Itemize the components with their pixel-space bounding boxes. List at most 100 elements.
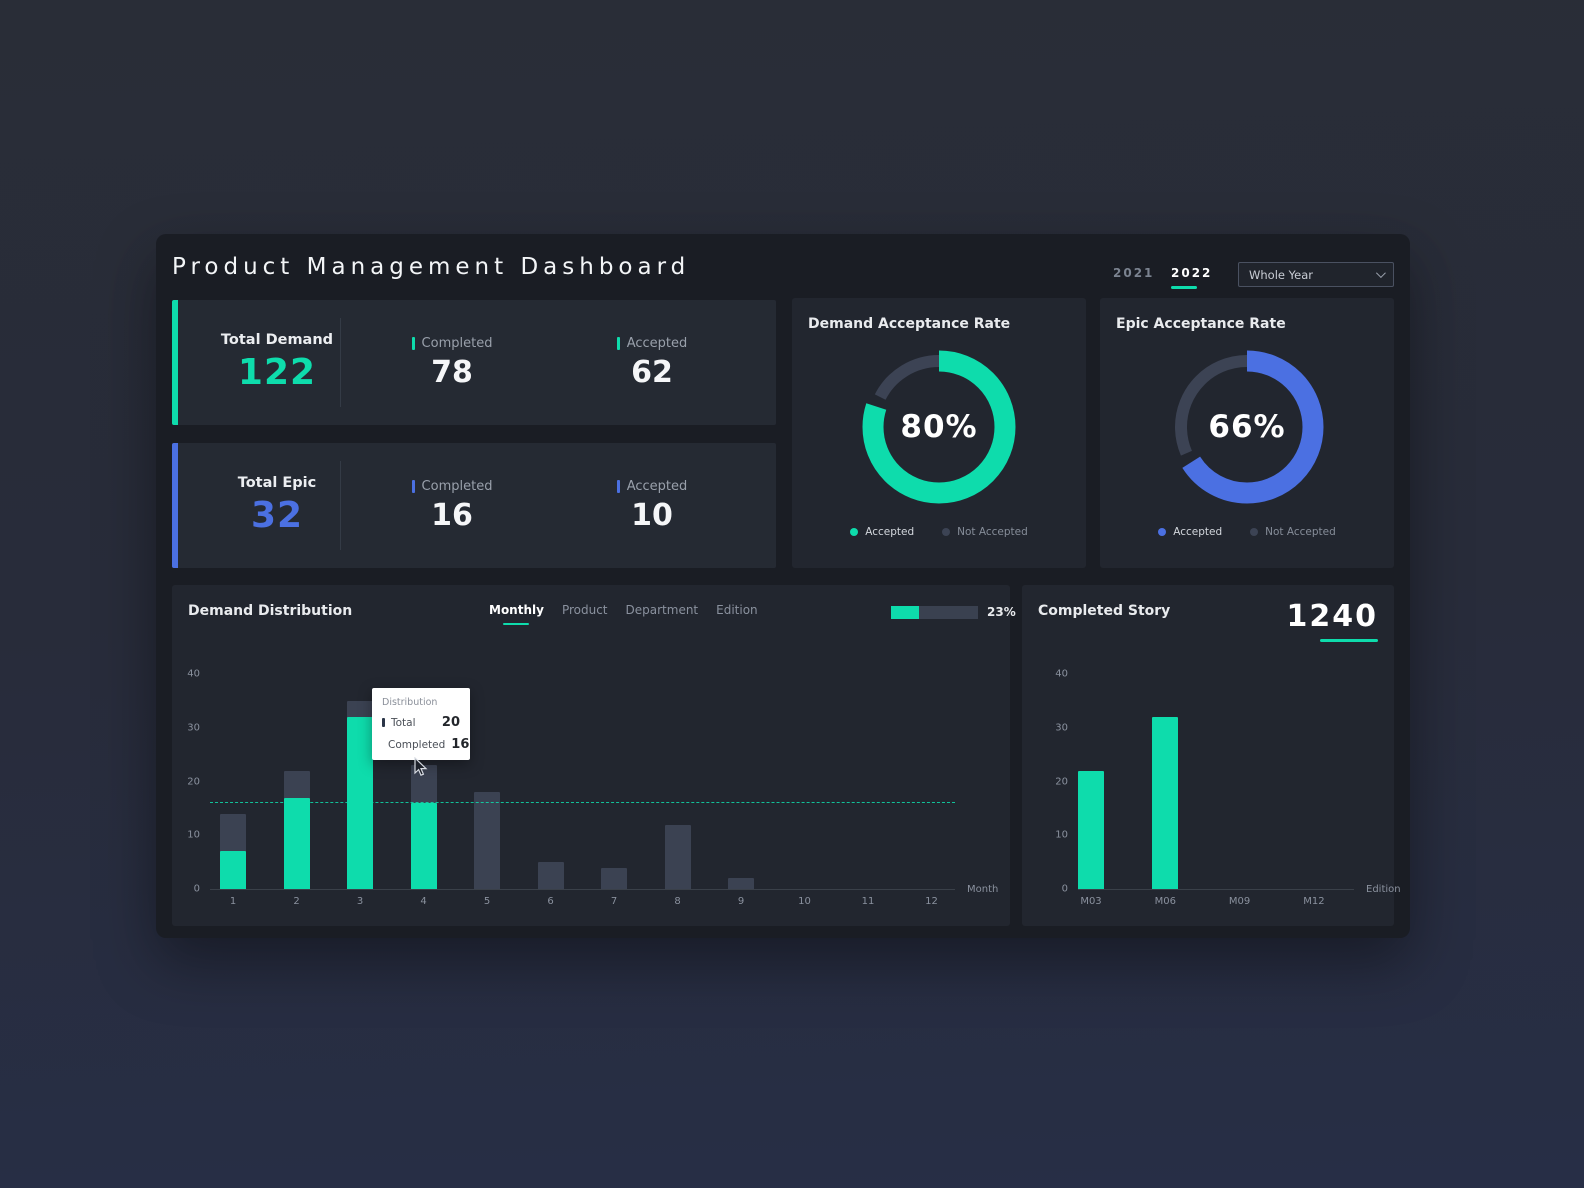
- x-tick-label: 3: [356, 896, 364, 907]
- legend-label: Not Accepted: [957, 526, 1028, 538]
- x-tick-label: 2: [293, 896, 300, 907]
- total-demand-summary: Total Demand 122: [202, 300, 352, 425]
- chart-tooltip: Distribution Total 20 Completed 16: [372, 688, 470, 760]
- y-tick-label: 0: [193, 883, 200, 895]
- page-title: Product Management Dashboard: [172, 254, 691, 280]
- metric-tick: [411, 336, 415, 350]
- mouse-cursor-icon: [414, 757, 428, 776]
- y-tick-label: 20: [187, 776, 200, 787]
- tab-edition[interactable]: Edition: [716, 603, 758, 617]
- legend-label: Accepted: [1173, 526, 1223, 538]
- total-epic-summary: Total Epic 32: [202, 443, 352, 568]
- progress-bar-fill: [891, 606, 919, 619]
- metric-completed: Completed 16: [357, 443, 547, 568]
- x-tick-label: 8: [674, 896, 681, 907]
- legend-dot: [850, 528, 859, 536]
- metric-label: Accepted: [626, 335, 688, 351]
- x-tick-label: 4: [420, 896, 427, 907]
- y-tick-label: 40: [187, 668, 200, 680]
- tooltip-value: 16: [451, 737, 470, 752]
- x-tick-label: 1: [229, 896, 237, 907]
- card-accent-bar: [172, 443, 178, 568]
- bar-2[interactable]: [283, 797, 310, 889]
- tooltip-row-completed: Completed 16: [382, 737, 469, 752]
- total-epic-value: 32: [250, 495, 304, 536]
- metric-label: Accepted: [626, 478, 688, 494]
- epic-acceptance-donut: [1170, 350, 1324, 504]
- tooltip-row-total: Total 20: [382, 715, 460, 730]
- legend: Accepted Not Accepted: [1100, 526, 1394, 538]
- y-tick-label: 20: [1055, 776, 1068, 787]
- bar-7[interactable]: [601, 867, 627, 889]
- panel-title: Completed Story: [1038, 603, 1171, 619]
- x-tick-label: M03: [1080, 896, 1102, 907]
- x-tick-label: 10: [798, 896, 811, 907]
- metric-accepted: Accepted 62: [557, 300, 747, 425]
- card-title: Total Demand: [220, 332, 334, 348]
- tooltip-title: Distribution: [382, 697, 438, 708]
- tab-monthly[interactable]: Monthly: [489, 603, 544, 625]
- donut-percent-label: 80%: [900, 409, 978, 445]
- legend-item-not-accepted[interactable]: Not Accepted: [1250, 526, 1336, 538]
- y-tick-label: 30: [187, 722, 200, 734]
- x-tick-label: 9: [737, 896, 745, 907]
- legend-item-accepted[interactable]: Accepted: [850, 526, 914, 538]
- panel-title: Epic Acceptance Rate: [1116, 316, 1286, 332]
- x-axis-title: Edition: [1366, 884, 1401, 895]
- completed-story-underline: [1320, 639, 1378, 642]
- legend-dot: [1158, 528, 1167, 536]
- card-accent-bar: [172, 300, 178, 425]
- bar-M06[interactable]: [1152, 717, 1179, 889]
- metric-value: 10: [631, 497, 673, 533]
- demand-acceptance-donut: [862, 350, 1016, 504]
- dashboard-container: Product Management Dashboard 2021 2022 W…: [156, 234, 1410, 938]
- legend-item-not-accepted[interactable]: Not Accepted: [942, 526, 1028, 538]
- bar-1[interactable]: [220, 851, 246, 889]
- x-tick-label: 7: [610, 896, 618, 907]
- tooltip-value: 20: [441, 715, 460, 730]
- x-tick-label: 12: [925, 896, 938, 907]
- tab-product[interactable]: Product: [561, 603, 608, 617]
- distribution-tabs: Monthly Product Department Edition: [489, 603, 758, 625]
- bar-9[interactable]: [728, 878, 754, 889]
- metric-accepted: Accepted 10: [557, 443, 747, 568]
- bar-3[interactable]: [347, 717, 373, 889]
- tooltip-marker: [382, 718, 385, 727]
- x-tick-label: 11: [861, 896, 875, 907]
- period-dropdown[interactable]: Whole Year: [1238, 262, 1394, 287]
- total-demand-value: 122: [237, 352, 317, 393]
- divider: [340, 318, 341, 407]
- y-tick-label: 10: [187, 829, 200, 841]
- average-line: [210, 802, 955, 803]
- bar-6[interactable]: [537, 862, 564, 889]
- legend-item-accepted[interactable]: Accepted: [1158, 526, 1222, 538]
- active-year-underline: [1171, 286, 1197, 289]
- bar-5[interactable]: [474, 792, 500, 889]
- metric-completed: Completed 78: [357, 300, 547, 425]
- legend-dot: [1250, 528, 1259, 536]
- panel-title: Demand Distribution: [188, 603, 353, 619]
- x-tick-label: M09: [1228, 896, 1251, 907]
- legend-dot: [942, 528, 951, 536]
- tab-department[interactable]: Department: [625, 603, 699, 617]
- tooltip-caret: [418, 752, 430, 759]
- year-tab-2022[interactable]: 2022: [1171, 266, 1213, 280]
- metric-value: 62: [631, 354, 673, 390]
- bar-4[interactable]: [410, 803, 437, 889]
- divider: [340, 461, 341, 550]
- donut-percent-label: 66%: [1208, 409, 1286, 445]
- metric-label: Completed: [421, 335, 493, 351]
- bar-8[interactable]: [664, 824, 691, 889]
- total-demand-card: Total Demand 122 Completed 78 Accepted 6…: [172, 300, 776, 425]
- chevron-down-icon: [1375, 268, 1386, 279]
- y-tick-label: 30: [1055, 722, 1068, 734]
- year-tab-2021[interactable]: 2021: [1113, 266, 1155, 280]
- period-dropdown-value: Whole Year: [1249, 267, 1313, 282]
- metric-value: 78: [431, 354, 473, 390]
- demand-distribution-chart: 0 10 20 30 40 1 2 3 4 5 6 7 8 9 10 11 12 Month: [187, 669, 998, 908]
- metric-tick: [616, 336, 620, 350]
- total-epic-card: Total Epic 32 Completed 16 Accepted 10: [172, 443, 776, 568]
- metric-tick: [411, 479, 415, 493]
- bar-M03[interactable]: [1078, 770, 1104, 889]
- tooltip-label: Completed: [388, 738, 446, 751]
